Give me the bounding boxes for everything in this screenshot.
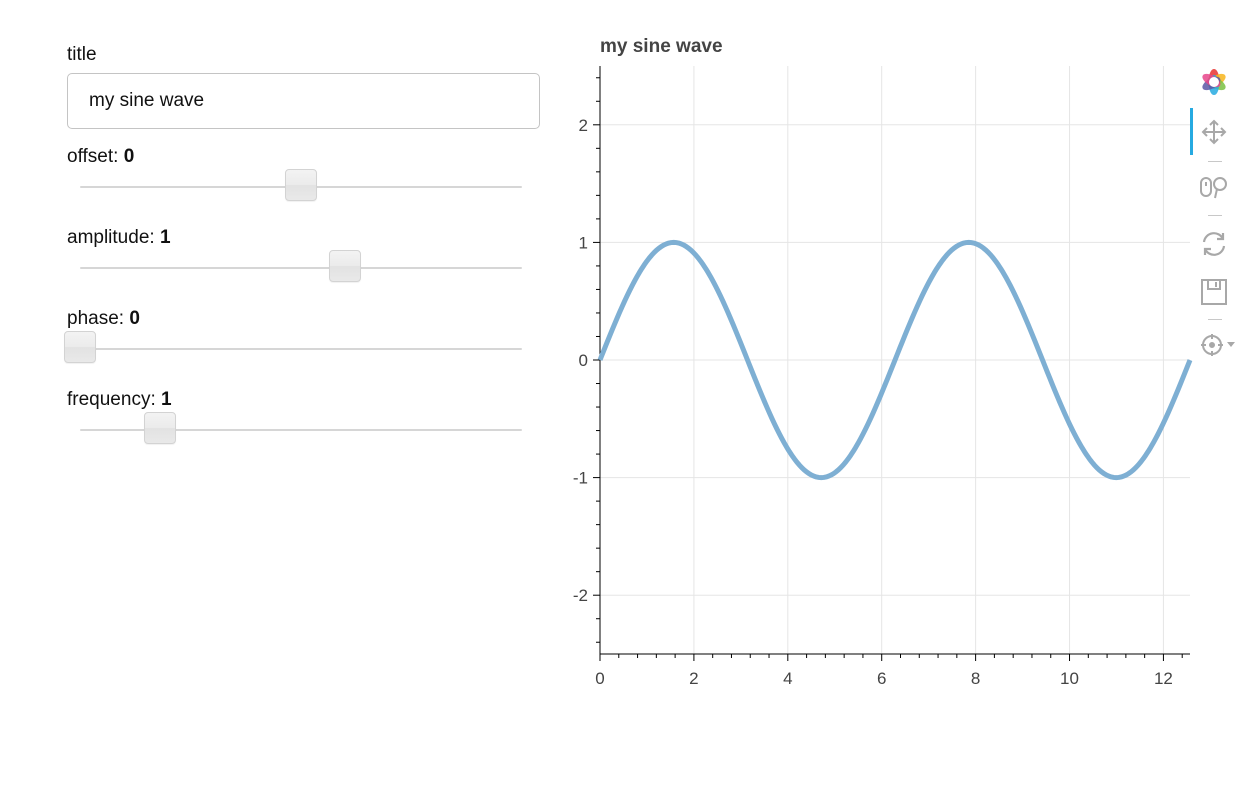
amplitude-slider[interactable] (80, 250, 522, 282)
phase-slider[interactable] (64, 331, 522, 363)
title-label: title (67, 44, 97, 65)
series-layer (597, 239, 1193, 481)
title-input[interactable] (67, 73, 540, 129)
phase-label: phase: 0 (67, 308, 140, 330)
y-tick-label: -2 (573, 586, 588, 605)
amplitude-label-text: amplitude: (67, 227, 160, 248)
amplitude-slider-handle[interactable] (329, 250, 362, 282)
amplitude-value: 1 (159, 227, 171, 248)
frequency-slider-handle[interactable] (143, 412, 176, 444)
x-tick-label: 10 (1060, 669, 1079, 688)
y-tick-label: -1 (573, 469, 588, 488)
toolbar-divider (1208, 319, 1222, 320)
frequency-label: frequency: 1 (67, 389, 172, 411)
amplitude-label: amplitude: 1 (67, 227, 171, 249)
x-tick-label: 0 (595, 669, 604, 688)
phase-value: 0 (129, 308, 140, 329)
save-icon[interactable] (1198, 276, 1230, 308)
x-tick-label: 6 (877, 669, 886, 688)
bokeh-logo-icon[interactable] (1198, 66, 1230, 98)
active-tool-indicator (1190, 108, 1193, 155)
x-tick-label: 8 (971, 669, 980, 688)
offset-label: offset: 0 (67, 146, 134, 168)
toolbar-divider (1208, 161, 1222, 162)
axes (593, 66, 1190, 661)
offset-label-text: offset: (67, 146, 124, 167)
hover-icon[interactable] (1200, 329, 1238, 361)
phase-label-text: phase: (67, 308, 130, 329)
reset-icon[interactable] (1198, 228, 1230, 260)
amplitude-slider-group: amplitude: 1 (67, 227, 540, 308)
frequency-label-text: frequency: (67, 389, 161, 410)
frequency-value: 1 (161, 389, 172, 410)
offset-slider-handle[interactable] (285, 169, 317, 201)
phase-slider-group: phase: 0 (64, 308, 540, 389)
widget-panel: title offset: 0 amplitude: 1 phase: 0 fr… (64, 44, 540, 470)
wheel-zoom-icon[interactable] (1198, 172, 1230, 204)
toolbar-divider (1208, 215, 1222, 216)
y-tick-label: 0 (579, 351, 588, 370)
frequency-slider-group: frequency: 1 (67, 389, 540, 470)
x-tick-label: 4 (783, 669, 792, 688)
x-tick-label: 2 (689, 669, 698, 688)
pan-icon[interactable] (1198, 116, 1230, 148)
x-tick-label: 12 (1154, 669, 1173, 688)
offset-slider[interactable] (80, 169, 522, 201)
sine-series-line (597, 239, 1193, 481)
y-tick-label: 1 (579, 233, 588, 252)
phase-slider-handle[interactable] (64, 331, 96, 363)
plot-title: my sine wave (600, 36, 723, 57)
offset-value: 0 (123, 146, 135, 167)
y-tick-label: 2 (579, 116, 588, 135)
offset-slider-group: offset: 0 (67, 146, 540, 227)
frequency-slider[interactable] (80, 412, 522, 444)
